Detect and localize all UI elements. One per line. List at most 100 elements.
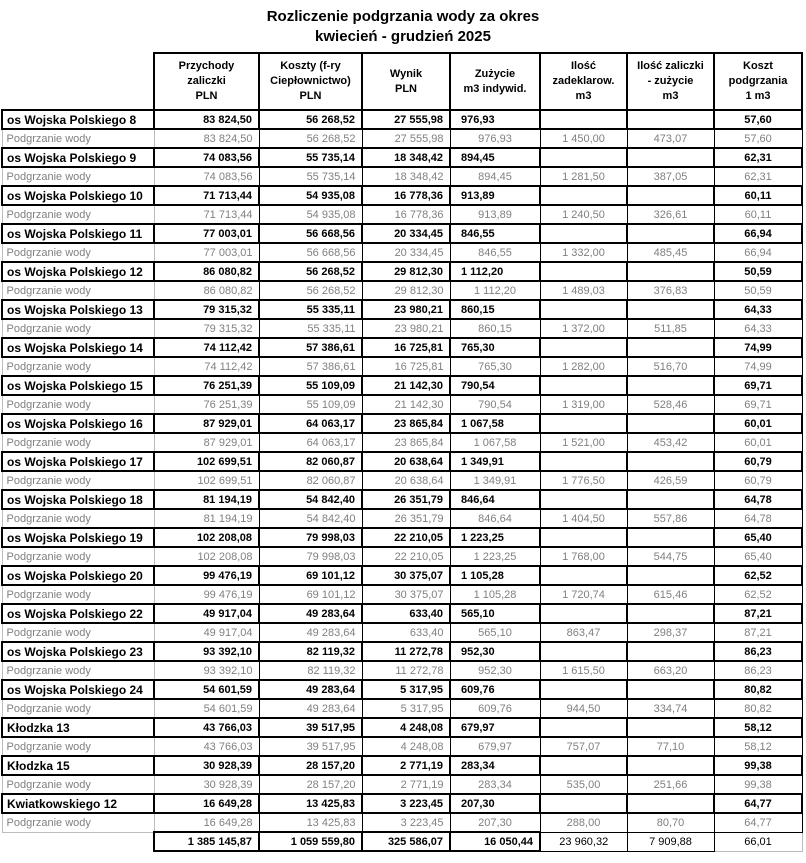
building-row: os Wojska Polskiego 19 102 208,08 79 998,0… xyxy=(1,527,803,548)
cell-przychody-zaliczki-pln: 102 208,08 xyxy=(153,527,260,548)
cell-ilosc-zadeklarowana-m3 xyxy=(539,261,628,282)
row-label: Kłodzka 13 xyxy=(1,717,155,738)
cell-koszt-podgrzania-1m3: 64,33 xyxy=(713,318,803,339)
cell-zuzycie-m3-indywid: 952,30 xyxy=(449,641,541,662)
cell-koszt-podgrzania-1m3: 80,82 xyxy=(713,698,803,719)
cell-wynik-pln: 23 865,84 xyxy=(361,432,451,453)
cell-zaliczka-minus-zuzycie-m3 xyxy=(626,793,715,814)
report-title-line2: kwiecień - grudzień 2025 xyxy=(315,27,491,45)
cell-zaliczka-minus-zuzycie-m3: 326,61 xyxy=(626,204,715,225)
cell-koszty-pln: 55 109,09 xyxy=(258,394,363,415)
cell-zuzycie-m3-indywid: 894,45 xyxy=(449,166,541,187)
row-label: Podgrzanie wody xyxy=(1,584,155,605)
cell-ilosc-zadeklarowana-m3 xyxy=(539,375,628,396)
cell-wynik-pln: 29 812,30 xyxy=(361,261,451,282)
row-label: Podgrzanie wody xyxy=(1,736,155,757)
cell-zaliczka-minus-zuzycie-m3 xyxy=(626,603,715,624)
podgrzanie-row: Podgrzanie wody 81 194,19 54 842,40 26 351,… xyxy=(1,508,803,529)
cell-zuzycie-m3-indywid: 913,89 xyxy=(449,185,541,206)
cell-zuzycie-m3-indywid: 1 067,58 xyxy=(449,432,541,453)
cell-koszt-podgrzania-1m3: 65,40 xyxy=(713,527,803,548)
cell-zuzycie-m3-indywid: 1 105,28 xyxy=(449,584,541,605)
cell-zuzycie-m3-indywid: 679,97 xyxy=(449,736,541,757)
cell-koszty-pln: 56 268,52 xyxy=(258,280,363,301)
cell-zuzycie-m3-indywid: 846,64 xyxy=(449,508,541,529)
cell-koszty-pln: 56 268,52 xyxy=(258,261,363,282)
row-label: os Wojska Polskiego 9 xyxy=(1,147,155,168)
cell-zaliczka-minus-zuzycie-m3 xyxy=(626,337,715,358)
cell-ilosc-zadeklarowana-m3: 1 450,00 xyxy=(539,128,628,149)
cell-zuzycie-m3-indywid: 846,55 xyxy=(449,223,541,244)
cell-zuzycie-m3-indywid: 1 349,91 xyxy=(449,470,541,491)
cell-koszty-pln: 64 063,17 xyxy=(258,432,363,453)
cell-koszt-podgrzania-1m3: 99,38 xyxy=(713,774,803,795)
cell-wynik-pln: 325 586,07 xyxy=(361,831,451,852)
row-label: os Wojska Polskiego 22 xyxy=(1,603,155,624)
cell-przychody-zaliczki-pln: 79 315,32 xyxy=(153,318,260,339)
cell-zuzycie-m3-indywid: 1 223,25 xyxy=(449,546,541,567)
cell-ilosc-zadeklarowana-m3: 1 332,00 xyxy=(539,242,628,263)
cell-zuzycie-m3-indywid: 1 349,91 xyxy=(449,451,541,472)
row-label: os Wojska Polskiego 10 xyxy=(1,185,155,206)
podgrzanie-row: Podgrzanie wody 43 766,03 39 517,95 4 248,0… xyxy=(1,736,803,757)
cell-zuzycie-m3-indywid: 207,30 xyxy=(449,812,541,833)
cell-koszty-pln: 79 998,03 xyxy=(258,546,363,567)
cell-zaliczka-minus-zuzycie-m3 xyxy=(626,185,715,206)
cell-zaliczka-minus-zuzycie-m3 xyxy=(626,261,715,282)
cell-zuzycie-m3-indywid: 976,93 xyxy=(449,128,541,149)
cell-wynik-pln: 4 248,08 xyxy=(361,736,451,757)
cell-koszty-pln: 54 842,40 xyxy=(258,508,363,529)
cell-koszt-podgrzania-1m3: 74,99 xyxy=(713,356,803,377)
cell-ilosc-zadeklarowana-m3 xyxy=(539,147,628,168)
cell-ilosc-zadeklarowana-m3 xyxy=(539,793,628,814)
cell-ilosc-zadeklarowana-m3: 535,00 xyxy=(539,774,628,795)
cell-wynik-pln: 27 555,98 xyxy=(361,128,451,149)
cell-koszty-pln: 54 935,08 xyxy=(258,185,363,206)
cell-przychody-zaliczki-pln: 54 601,59 xyxy=(153,679,260,700)
header-row: Przychody zaliczki PLN Koszty (f-ry Ciepł… xyxy=(2,52,803,111)
podgrzanie-row: Podgrzanie wody 87 929,01 64 063,17 23 865,… xyxy=(1,432,803,453)
cell-zuzycie-m3-indywid: 846,64 xyxy=(449,489,541,510)
cell-ilosc-zadeklarowana-m3: 1 489,03 xyxy=(539,280,628,301)
cell-zuzycie-m3-indywid: 565,10 xyxy=(449,603,541,624)
cell-zuzycie-m3-indywid: 679,97 xyxy=(449,717,541,738)
cell-koszty-pln: 64 063,17 xyxy=(258,413,363,434)
header-cell-ilosc-zadeklarowana-m3: Ilość zadeklarow. m3 xyxy=(539,52,628,111)
cell-koszty-pln: 79 998,03 xyxy=(258,527,363,548)
cell-ilosc-zadeklarowana-m3 xyxy=(539,565,628,586)
cell-zaliczka-minus-zuzycie-m3: 334,74 xyxy=(626,698,715,719)
cell-koszty-pln: 13 425,83 xyxy=(258,793,363,814)
cell-wynik-pln: 633,40 xyxy=(361,622,451,643)
cell-zuzycie-m3-indywid: 860,15 xyxy=(449,318,541,339)
row-label: os Wojska Polskiego 8 xyxy=(1,109,155,130)
building-row: os Wojska Polskiego 8 83 824,50 56 268,52 2… xyxy=(1,109,803,130)
cell-ilosc-zadeklarowana-m3 xyxy=(539,185,628,206)
cell-ilosc-zadeklarowana-m3 xyxy=(539,755,628,776)
cell-koszty-pln: 82 119,32 xyxy=(258,641,363,662)
cell-koszty-pln: 49 283,64 xyxy=(258,622,363,643)
cell-koszt-podgrzania-1m3: 80,82 xyxy=(713,679,803,700)
row-label: Podgrzanie wody xyxy=(1,812,155,833)
cell-koszty-pln: 28 157,20 xyxy=(258,774,363,795)
cell-przychody-zaliczki-pln: 83 824,50 xyxy=(153,128,260,149)
cell-zaliczka-minus-zuzycie-m3 xyxy=(626,565,715,586)
cell-zaliczka-minus-zuzycie-m3: 511,85 xyxy=(626,318,715,339)
row-label: Podgrzanie wody xyxy=(1,470,155,491)
cell-wynik-pln: 26 351,79 xyxy=(361,489,451,510)
podgrzanie-row: Podgrzanie wody 102 699,51 82 060,87 20 638… xyxy=(1,470,803,491)
cell-wynik-pln: 16 778,36 xyxy=(361,185,451,206)
podgrzanie-row: Podgrzanie wody 77 003,01 56 668,56 20 334,… xyxy=(1,242,803,263)
building-row: os Wojska Polskiego 13 79 315,32 55 335,11… xyxy=(1,299,803,320)
row-label: os Wojska Polskiego 18 xyxy=(1,489,155,510)
cell-ilosc-zadeklarowana-m3: 1 720,74 xyxy=(539,584,628,605)
podgrzanie-row: Podgrzanie wody 86 080,82 56 268,52 29 812,… xyxy=(1,280,803,301)
table-body: os Wojska Polskiego 8 83 824,50 56 268,52 2… xyxy=(1,109,803,852)
cell-koszt-podgrzania-1m3: 58,12 xyxy=(713,717,803,738)
cell-przychody-zaliczki-pln: 102 699,51 xyxy=(153,451,260,472)
cell-wynik-pln: 23 980,21 xyxy=(361,318,451,339)
cell-koszt-podgrzania-1m3: 62,52 xyxy=(713,565,803,586)
row-label: Podgrzanie wody xyxy=(1,204,155,225)
building-row: os Wojska Polskiego 15 76 251,39 55 109,09… xyxy=(1,375,803,396)
cell-ilosc-zadeklarowana-m3: 23 960,32 xyxy=(539,831,628,852)
cell-wynik-pln: 16 725,81 xyxy=(361,337,451,358)
